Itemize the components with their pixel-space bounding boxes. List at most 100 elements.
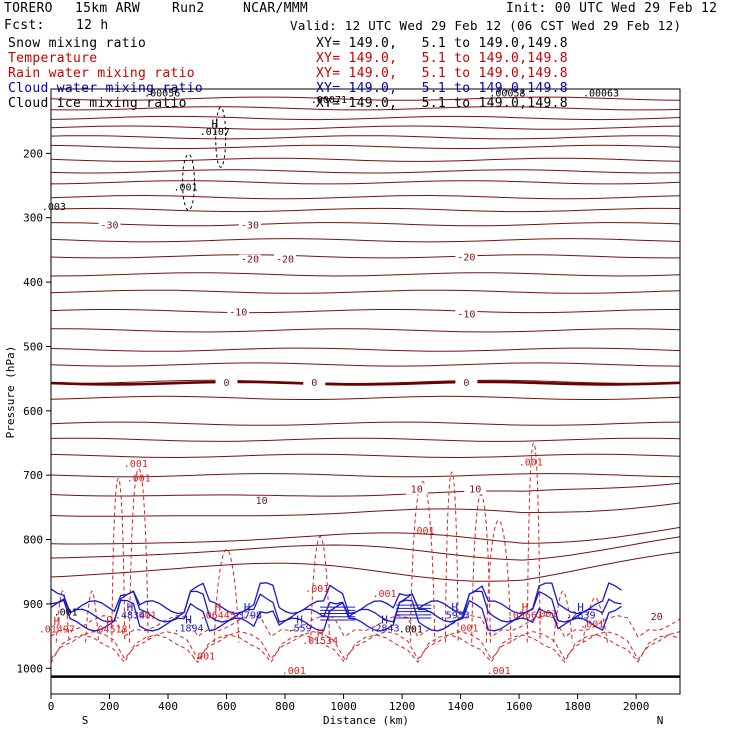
maximum-value: .04518 <box>91 625 127 636</box>
header-valid: Valid: 12 UTC Wed 29 Feb 12 (06 CST Wed … <box>290 18 682 33</box>
isotherm-line <box>50 395 681 400</box>
y-tick-label: 500 <box>23 340 43 353</box>
isotherm-label: -30 <box>241 220 259 231</box>
isotherm-label: 0 <box>463 378 469 389</box>
y-axis-label: Pressure (hPa) <box>4 346 17 439</box>
rain-label: .001 <box>127 473 151 484</box>
ice-contour <box>182 153 196 211</box>
cloud-water-contour <box>50 590 622 623</box>
isotherm-line <box>50 222 681 227</box>
ice-contour <box>215 106 227 168</box>
isotherm-line <box>51 328 681 333</box>
plot-frame <box>50 88 681 695</box>
maximum-marker: H <box>381 614 388 627</box>
maximum-value: .559 <box>288 623 312 634</box>
maximum-marker: H <box>212 117 219 130</box>
maximum-value: .0107 <box>200 127 230 138</box>
legend-snow-xy: XY= 149.0, 5.1 to 149.0,149.8 <box>316 36 568 51</box>
maximum-marker: H <box>451 601 458 614</box>
isotherm-line <box>50 526 681 545</box>
maximum-marker: H <box>317 627 324 640</box>
isotherm-label: -10 <box>457 309 475 320</box>
legend-rain-xy: XY= 149.0, 5.1 to 149.0,149.8 <box>316 66 568 81</box>
y-tick-label: 1000 <box>17 662 44 675</box>
maximum-value: .01497 <box>39 625 75 636</box>
maximum-value: .2843 <box>369 623 399 634</box>
y-tick-label: 800 <box>23 534 43 547</box>
ice-label: .001 <box>54 607 78 618</box>
rain-label: .001 <box>487 666 511 677</box>
header-run: Run2 <box>172 1 205 16</box>
rain-contour <box>85 590 99 643</box>
header-resolution: 15km ARW <box>75 1 141 16</box>
isotherm-label: -20 <box>457 253 475 264</box>
isotherm-line <box>50 309 680 314</box>
isotherm-line <box>50 135 681 140</box>
y-tick-label: 200 <box>23 147 43 160</box>
x-tick-label: 200 <box>100 700 120 713</box>
maximum-marker: H <box>214 601 221 614</box>
x-tick-label: 2000 <box>623 700 650 713</box>
isotherm-label: 10 <box>411 484 423 495</box>
rain-label: .001 <box>411 526 435 537</box>
ice-contours <box>182 106 227 211</box>
maximum-marker: H <box>577 601 584 614</box>
maximum-value: .05661 <box>507 610 543 621</box>
isotherm-line <box>50 551 681 582</box>
isotherm-label-bg <box>303 378 326 389</box>
rain-contour <box>213 548 240 643</box>
legend-temperature-xy: XY= 149.0, 5.1 to 149.0,149.8 <box>316 51 568 66</box>
maximum-value: .01534 <box>302 636 338 647</box>
isotherm-label-bg <box>405 484 428 495</box>
isotherm-label: 0 <box>224 378 230 389</box>
y-tick-label: 600 <box>23 405 43 418</box>
isotherm-line <box>50 482 681 497</box>
isotherm-label: 10 <box>469 484 481 495</box>
isotherm-label-bg <box>238 220 261 231</box>
maximum-marker: H <box>185 614 192 627</box>
x-tick-label: 400 <box>158 700 178 713</box>
isotherm-label: 20 <box>651 612 663 623</box>
maximum-value: .06445 <box>200 610 236 621</box>
ice-label: .001 <box>174 182 198 193</box>
isotherm-label-bg <box>98 220 121 231</box>
isotherm-line <box>50 96 681 101</box>
axes: 0 200 400 600 800 1000 1200 1400 1600 1800 2000200… <box>17 147 650 713</box>
isotherm-line <box>50 169 681 174</box>
rain-label: .001 <box>454 623 478 634</box>
isotherm-label: 0 <box>311 378 317 389</box>
rain-contour <box>471 493 491 643</box>
rain-contour <box>444 471 459 643</box>
y-tick-label: 300 <box>23 212 43 225</box>
isotherm-line <box>50 157 681 162</box>
maximum-marker: H <box>127 601 134 614</box>
ice-label: .00056 <box>144 89 180 100</box>
isotherm-label-bg <box>455 309 478 320</box>
cloud-water-contours <box>50 582 622 632</box>
x-tick-label: 1200 <box>389 700 416 713</box>
isotherm-line <box>50 453 681 459</box>
isotherm-line <box>50 347 681 352</box>
x-tick-label: 1400 <box>447 700 474 713</box>
header-model: TORERO <box>4 1 53 16</box>
y-tick-label: 700 <box>23 469 43 482</box>
isotherm-zero-line <box>50 380 681 386</box>
y-tick-label: 900 <box>23 598 43 611</box>
rain-label: .001 <box>519 457 543 468</box>
legend-snow: Snow mixing ratio <box>8 36 147 51</box>
isotherm-line <box>50 289 681 294</box>
isotherm-line <box>50 473 681 478</box>
ice-label: .00058 <box>489 89 525 100</box>
rain-label: .001 <box>533 609 557 620</box>
x-tick-label: 1000 <box>330 700 357 713</box>
isotherm-label-bg <box>455 378 478 389</box>
rain-contour <box>553 590 573 643</box>
rain-contour <box>310 535 331 643</box>
endpoint-left-label: S <box>82 714 89 727</box>
x-tick-label: 1800 <box>564 700 591 713</box>
endpoint-right-label: N <box>657 714 664 727</box>
legend-temperature: Temperature <box>8 51 98 66</box>
rain-label: .001 <box>124 459 148 470</box>
isotherm-line <box>50 144 681 149</box>
